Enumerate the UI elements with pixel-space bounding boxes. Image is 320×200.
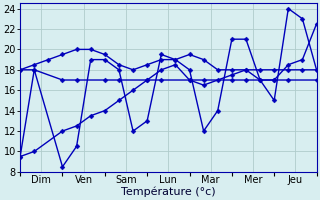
X-axis label: Température (°c): Température (°c) bbox=[121, 186, 216, 197]
